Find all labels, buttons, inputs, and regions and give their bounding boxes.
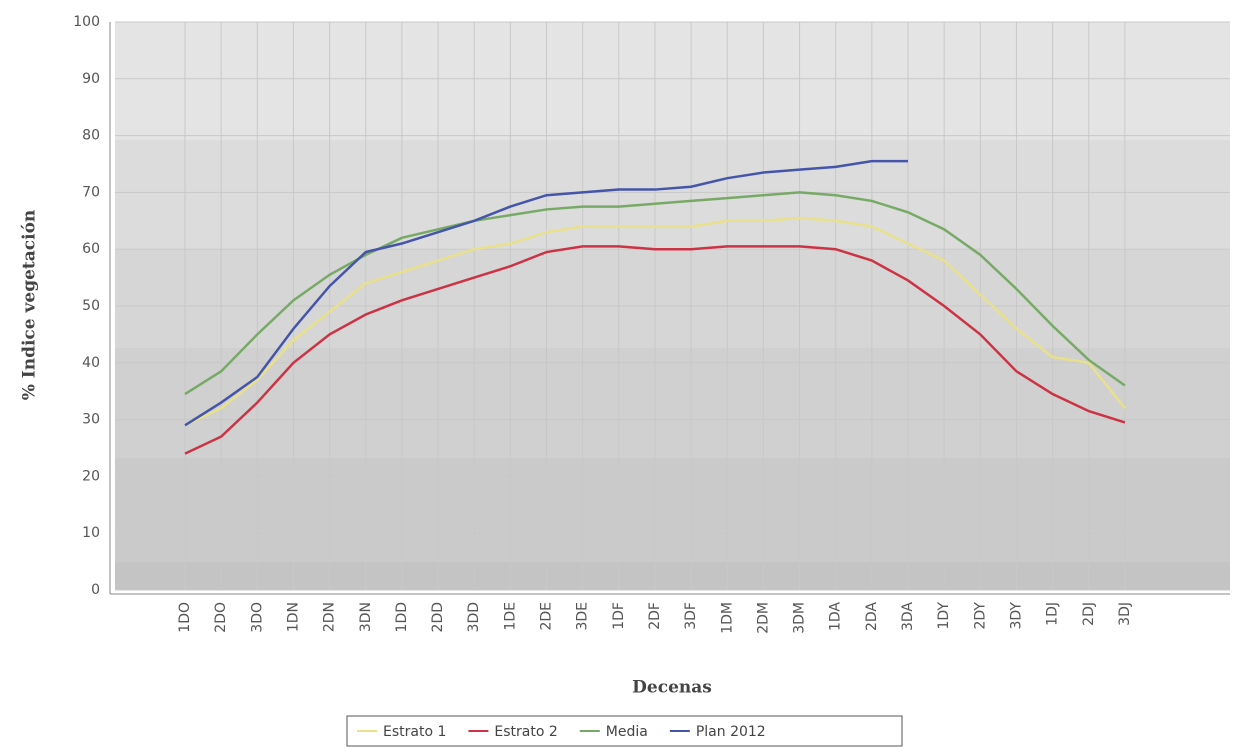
x-tick-label: 1DF (611, 602, 627, 630)
x-tick-label: 2DD (430, 602, 446, 632)
y-tick-label: 50 (82, 298, 100, 314)
x-tick-label: 3DJ (1117, 602, 1133, 626)
x-tick-label: 1DE (502, 602, 518, 631)
y-tick-label: 20 (82, 468, 100, 484)
y-tick-label: 40 (82, 355, 100, 371)
legend-label: Media (606, 724, 648, 740)
series-line (184, 159, 908, 427)
x-tick-label: 2DM (755, 602, 771, 634)
x-tick-label: 3DD (466, 602, 482, 632)
x-tick-label: 1DO (177, 602, 193, 633)
x-tick-label: 3DF (683, 602, 699, 630)
series-line (184, 245, 1126, 455)
x-tick-label: 3DN (358, 602, 374, 632)
y-tick-label: 100 (73, 14, 100, 30)
series-line (184, 191, 1126, 396)
series-line (184, 216, 1126, 427)
x-tick-label: 1DY (936, 602, 952, 630)
x-tick-label: 3DO (249, 602, 265, 633)
y-tick-label: 0 (91, 582, 100, 598)
legend-label: Estrato 1 (383, 724, 446, 740)
x-tick-label: 2DF (647, 602, 663, 630)
y-tick-label: 10 (82, 525, 100, 541)
x-tick-label: 2DY (972, 602, 988, 630)
legend-label: Plan 2012 (696, 724, 766, 740)
x-axis-title: Decenas (632, 678, 712, 698)
x-tick-label: 1DN (285, 602, 301, 632)
legend-label: Estrato 2 (494, 724, 557, 740)
x-tick-label: 1DM (719, 602, 735, 634)
x-tick-label: 2DJ (1081, 602, 1097, 626)
x-tick-label: 3DM (792, 602, 808, 634)
y-tick-label: 90 (82, 71, 100, 87)
y-tick-label: 80 (82, 128, 100, 144)
x-tick-label: 2DE (539, 602, 555, 631)
y-tick-label: 30 (82, 412, 100, 428)
y-tick-label: 70 (82, 184, 100, 200)
band (115, 562, 1230, 590)
x-tick-label: 1DJ (1045, 602, 1061, 626)
x-tick-label: 3DE (575, 602, 591, 631)
x-tick-label: 3DA (900, 602, 916, 631)
legend (346, 715, 903, 747)
x-tick-label: 2DN (322, 602, 338, 632)
x-tick-label: 3DY (1008, 602, 1024, 630)
x-tick-label: 1DD (394, 602, 410, 632)
x-tick-label: 2DO (213, 602, 229, 633)
y-tick-label: 60 (82, 241, 100, 257)
x-tick-label: 2DA (864, 602, 880, 631)
x-tick-label: 1DA (828, 602, 844, 631)
y-axis-title: % Indice vegetación (20, 210, 40, 401)
